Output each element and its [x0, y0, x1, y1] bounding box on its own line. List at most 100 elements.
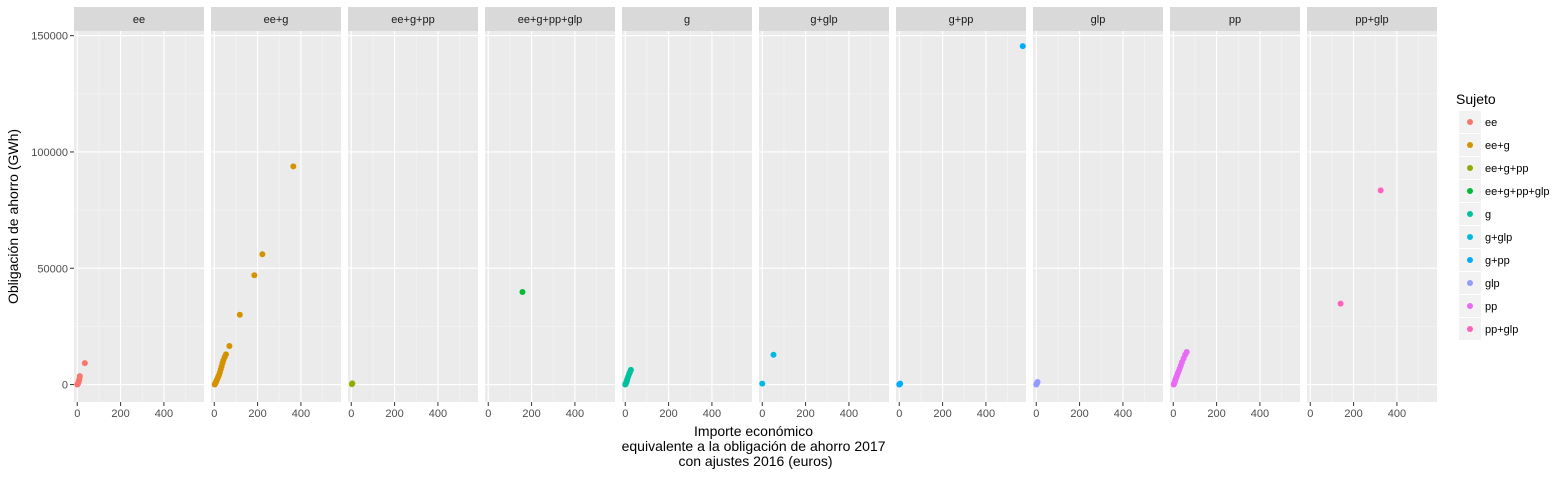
- data-point: [1019, 43, 1026, 50]
- x-tick-label: 200: [111, 408, 129, 420]
- legend-label: g+pp: [1485, 255, 1510, 267]
- facet-strip-label: pp: [1229, 14, 1241, 26]
- legend-label: ee+g+pp+glp: [1485, 186, 1550, 198]
- facet-strip: [211, 7, 341, 31]
- y-axis: 0 50000 100000 150000: [31, 31, 74, 392]
- legend-label: g: [1485, 209, 1491, 221]
- facet-strip: [759, 7, 889, 31]
- legend-label: ee+g: [1485, 140, 1510, 152]
- y-tick-label: 150000: [31, 31, 68, 43]
- legend-label: pp: [1485, 301, 1497, 313]
- legend-label: ee: [1485, 117, 1497, 129]
- facet-strip: [348, 7, 478, 31]
- x-tick-label: 200: [1207, 408, 1225, 420]
- panel-background: [1307, 31, 1437, 402]
- x-tick-label: 400: [977, 408, 995, 420]
- legend-item-ee-g-pp: ee+g+pp: [1459, 157, 1528, 179]
- facet-strip-label: ee: [133, 14, 145, 26]
- x-tick-label: 200: [1344, 408, 1362, 420]
- panel-background: [622, 31, 752, 402]
- panel-background: [896, 31, 1026, 402]
- facet-strip-label: ee+g+pp: [391, 14, 434, 26]
- x-tick-label: 400: [1251, 408, 1269, 420]
- legend-item-pp: pp: [1459, 295, 1497, 317]
- x-tick-label: 0: [896, 408, 902, 420]
- data-point: [759, 380, 766, 387]
- data-point: [627, 366, 634, 373]
- data-point: [519, 288, 526, 295]
- legend-swatch: [1467, 211, 1473, 217]
- x-tick-label: 400: [840, 408, 858, 420]
- data-point: [770, 351, 777, 358]
- legend-label: ee+g+pp: [1485, 163, 1528, 175]
- legend-items: ee ee+g ee+g+pp ee+g+pp+glp g g+glp g+pp glp pp p…: [1459, 111, 1550, 340]
- x-tick-label: 0: [1307, 408, 1313, 420]
- legend-swatch: [1467, 257, 1473, 263]
- x-tick-label: 200: [659, 408, 677, 420]
- legend-item-pp-glp: pp+glp: [1459, 318, 1518, 340]
- y-tick-label: 100000: [31, 147, 68, 159]
- data-point: [251, 272, 258, 279]
- x-tick-label: 200: [248, 408, 266, 420]
- panel-background: [74, 31, 204, 402]
- data-point: [236, 311, 243, 318]
- panel-background: [1033, 31, 1163, 402]
- legend-label: glp: [1485, 278, 1500, 290]
- panel-background: [485, 31, 615, 402]
- x-axis-title: Importe económico equivalente a la oblig…: [622, 423, 890, 469]
- legend: Sujeto ee ee+g ee+g+pp ee+g+pp+glp g g+glp g+p…: [1456, 91, 1550, 340]
- legend-swatch: [1467, 165, 1473, 171]
- x-tick-label: 400: [1114, 408, 1132, 420]
- x-tick-label: 200: [933, 408, 951, 420]
- facet-strip: [622, 7, 752, 31]
- facet-strip: [896, 7, 1026, 31]
- facet-strip: [485, 7, 615, 31]
- x-axis-title-line-3: con ajustes 2016 (euros): [678, 453, 832, 469]
- facet-strip-label: glp: [1091, 14, 1106, 26]
- legend-label: g+glp: [1485, 232, 1512, 244]
- facet-panel-ee: ee 0 200 400: [74, 7, 204, 420]
- legend-swatch: [1467, 234, 1473, 240]
- panel-background: [1170, 31, 1300, 402]
- legend-item-ee-g: ee+g: [1459, 134, 1510, 156]
- facet-strip-label: pp+glp: [1355, 14, 1388, 26]
- x-tick-label: 200: [1070, 408, 1088, 420]
- legend-swatch: [1467, 119, 1473, 125]
- x-tick-label: 200: [796, 408, 814, 420]
- y-axis-title: Obligación de ahorro (GWh): [5, 129, 21, 304]
- facet-panel-g: g 0 200 400: [622, 7, 752, 420]
- panel-background: [348, 31, 478, 402]
- x-tick-label: 0: [1033, 408, 1039, 420]
- x-tick-label: 0: [74, 408, 80, 420]
- legend-title: Sujeto: [1456, 91, 1496, 107]
- data-point: [290, 163, 297, 170]
- data-point: [349, 380, 356, 387]
- data-point: [226, 342, 233, 349]
- panel-background: [759, 31, 889, 402]
- x-tick-label: 0: [759, 408, 765, 420]
- x-tick-label: 0: [211, 408, 217, 420]
- x-tick-label: 0: [1170, 408, 1176, 420]
- x-tick-label: 0: [622, 408, 628, 420]
- legend-item-g-pp: g+pp: [1459, 249, 1510, 271]
- facet-strip: [1170, 7, 1300, 31]
- legend-item-glp: glp: [1459, 272, 1500, 294]
- y-tick-label: 50000: [37, 263, 68, 275]
- facet-strip: [1033, 7, 1163, 31]
- facet-strip: [1307, 7, 1437, 31]
- data-point: [1183, 348, 1190, 355]
- facet-panel-ee-g: ee+g 0 200 400: [211, 7, 341, 420]
- facet-panel-g-glp: g+glp 0 200 400: [759, 7, 889, 420]
- x-tick-label: 200: [385, 408, 403, 420]
- facet-panel-glp: glp 0 200 400: [1033, 7, 1163, 420]
- panel-background: [211, 31, 341, 402]
- data-point: [1034, 378, 1041, 385]
- facet-strip: [74, 7, 204, 31]
- legend-item-ee: ee: [1459, 111, 1497, 133]
- data-point: [259, 251, 266, 258]
- facet-panel-g-pp: g+pp 0 200 400: [896, 7, 1026, 420]
- x-axis-title-line-2: equivalente a la obligación de ahorro 20…: [622, 438, 886, 454]
- data-point: [897, 380, 904, 387]
